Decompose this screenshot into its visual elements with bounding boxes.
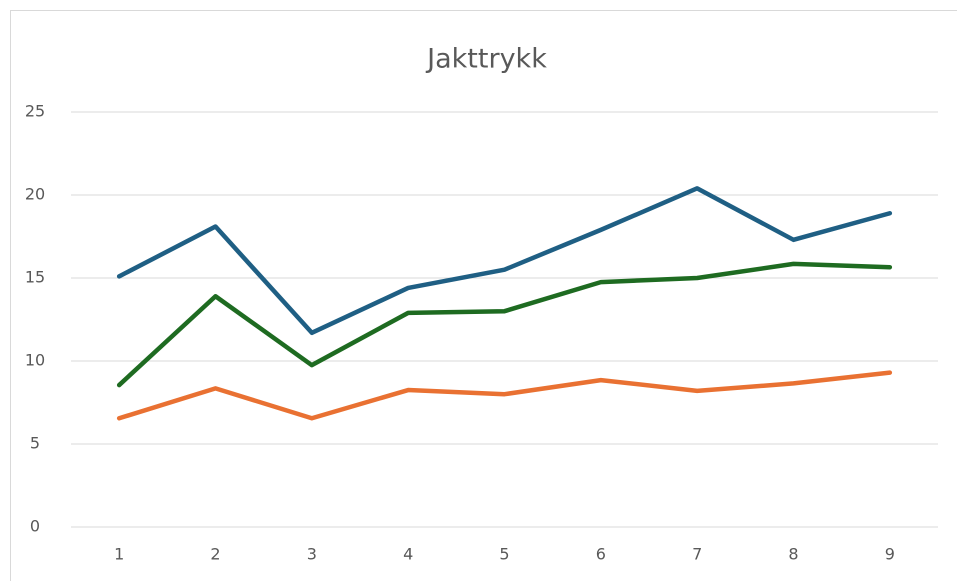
x-tick-label: 8: [788, 545, 798, 564]
y-tick-label: 25: [25, 102, 45, 121]
series-line: [116, 370, 893, 421]
x-tick-label: 2: [210, 545, 220, 564]
x-tick-label: 4: [403, 545, 413, 564]
y-tick-label: 10: [25, 351, 45, 370]
y-tick-label: 5: [30, 434, 40, 453]
y-tick-label: 20: [25, 185, 45, 204]
y-tick-label: 15: [25, 268, 45, 287]
x-tick-label: 6: [596, 545, 606, 564]
x-tick-label: 3: [307, 545, 317, 564]
series-line: [116, 261, 893, 388]
series-line: [116, 186, 893, 336]
chart-border: [10, 10, 957, 581]
x-tick-label: 5: [499, 545, 509, 564]
x-tick-label: 7: [692, 545, 702, 564]
chart-title: Jakttrykk: [425, 44, 547, 75]
x-tick-label: 1: [114, 545, 124, 564]
x-tick-label: 9: [885, 545, 895, 564]
y-tick-label: 0: [30, 517, 40, 536]
